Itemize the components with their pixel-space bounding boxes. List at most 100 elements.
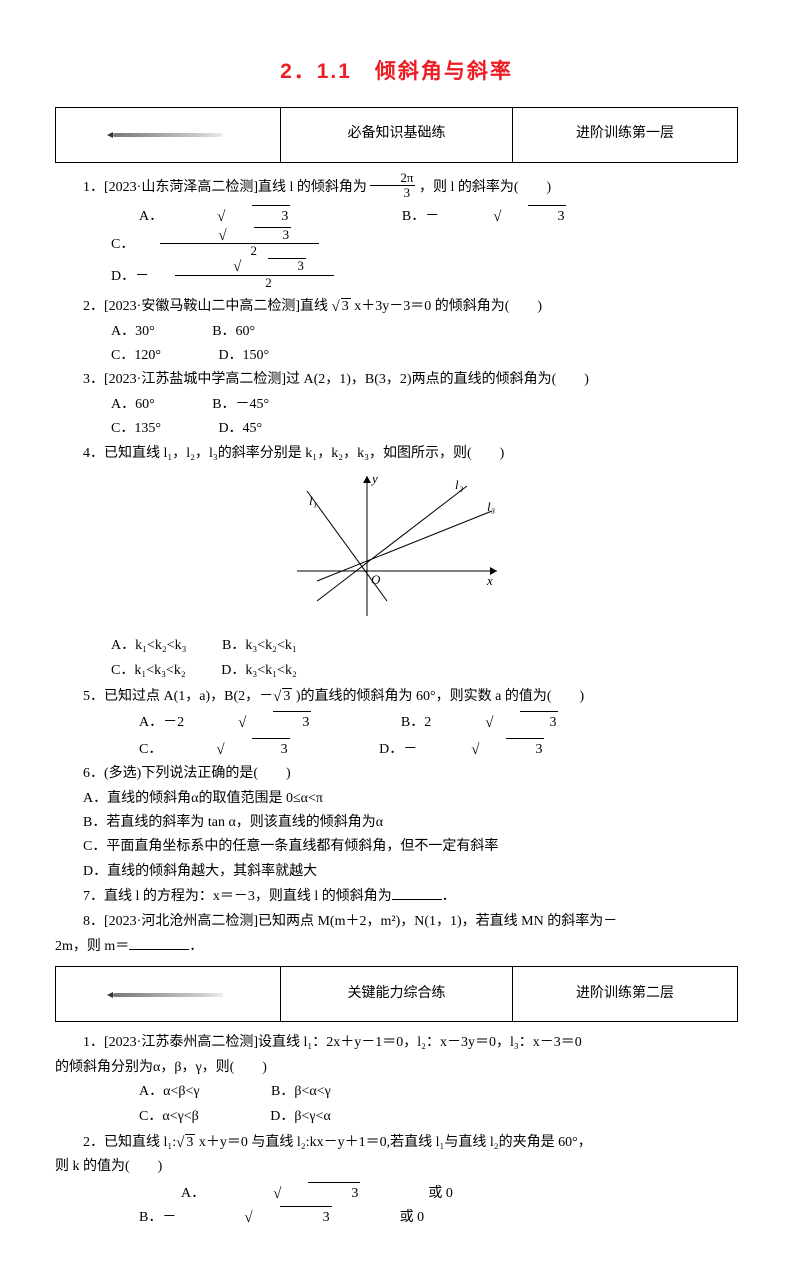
q5-a-pre: A．－2: [111, 712, 184, 734]
q4-opt-d: D．k₃<k₁<k₂: [193, 660, 297, 682]
p1-opt-d: D．β<γ<α: [228, 1106, 331, 1128]
q8-l2-pre: 2m，则 m＝: [55, 939, 129, 954]
question-3: 3．[2023·江苏盐城中学高二检测]过 A(2，1)，B(3，2)两点的直线的…: [55, 369, 738, 391]
p2-mid: x＋y＝0 与直线 l₂:kx－y＋1＝0,若直线 l₁与直线 l₂的夹角是 6…: [195, 1135, 591, 1150]
p1-options-2: C．α<γ<β D．β<γ<α: [55, 1106, 738, 1128]
q1-d-num: 3: [268, 258, 306, 273]
radical-icon: √: [332, 299, 340, 315]
q1-d-frac: √32: [175, 258, 360, 290]
q2-options-2: C．120° D．150°: [55, 345, 738, 367]
question-1: 1．[2023·山东菏泽高二检测]直线 l 的倾斜角为 2π 3 ，则 l 的斜…: [55, 173, 738, 203]
question-8-line2: 2m，则 m＝ ．: [55, 935, 738, 958]
radical-icon: √: [465, 205, 501, 229]
q1-pre: 1．[2023·山东菏泽高二检测]直线 l 的倾斜角为: [83, 180, 367, 195]
radical-icon: √: [189, 205, 225, 229]
p1-opt-c: C．α<γ<β: [97, 1106, 199, 1128]
bar1-left: [56, 107, 281, 162]
q4-opt-c: C．k₁<k₃<k₂: [83, 660, 186, 682]
q3-opt-a: A．60°: [83, 394, 155, 416]
p1-opt-a: A．α<β<γ: [97, 1081, 200, 1103]
x-label: x: [486, 573, 493, 588]
q3-options-2: C．135° D．45°: [55, 418, 738, 440]
question-7: 7．直线 l 的方程为：x＝－3，则直线 l 的倾斜角为．: [55, 885, 738, 908]
y-label: y: [370, 471, 378, 486]
pencil-icon: [113, 133, 223, 137]
bar1-mid: 必备知识基础练: [281, 107, 513, 162]
p2-rad: 3: [185, 1134, 195, 1150]
q5-c-val: 3: [252, 738, 290, 761]
q3-opt-d: D．45°: [190, 418, 262, 440]
q4-opt-b: B．k₃<k₂<k₁: [194, 635, 297, 657]
q2-options-1: A．30° B．60°: [55, 321, 738, 343]
q5-options-1: A．－2 √ 3 B．2 √ 3: [55, 710, 738, 734]
q6-opt-c: C．平面直角坐标系中的任意一条直线都有倾斜角，但不一定有斜率: [55, 836, 738, 858]
q2-opt-a: A．30°: [83, 321, 155, 343]
p2-pre: 2．已知直线 l₁:: [83, 1135, 176, 1150]
q1-a-pre: A．: [111, 206, 163, 228]
q5-opt-a: A．－2 √ 3: [83, 710, 337, 734]
q5-d-pre: D．－: [351, 739, 417, 761]
q1-opt-b: B．－√3: [346, 204, 593, 228]
q6-opt-d: D．直线的倾斜角越大，其斜率就越大: [55, 861, 738, 883]
q5-c-pre: C．: [111, 739, 162, 761]
question-2: 2．[2023·安徽马鞍山二中高二检测]直线 √3 x＋3y－3＝0 的倾斜角为…: [55, 294, 738, 318]
q4-options-2: C．k₁<k₃<k₂ D．k₃<k₁<k₂: [55, 660, 738, 682]
y-arrow-icon: [363, 476, 371, 483]
q5-b-val: 3: [520, 711, 558, 734]
q1-frac: 2π 3: [370, 171, 415, 201]
q2-post: x＋3y－3＝0 的倾斜角为( ): [351, 299, 542, 314]
p2-opt-a: A．√3或 0: [97, 1181, 479, 1205]
q7-post: ．: [442, 889, 456, 904]
radical-icon: √: [457, 711, 493, 735]
problem-2-line1: 2．已知直线 l₁:√3 x＋y＝0 与直线 l₂:kx－y＋1＝0,若直线 l…: [55, 1130, 738, 1154]
q2-opt-b: B．60°: [184, 321, 255, 343]
q3-opt-b: B．－45°: [184, 394, 269, 416]
p2-b-post: 或 0: [358, 1207, 425, 1229]
p2-a-pre: A．: [139, 1183, 205, 1205]
q2-pre: 2．[2023·安徽马鞍山二中高二检测]直线: [83, 299, 332, 314]
problem-1-line2: 的倾斜角分别为α，β，γ，则( ): [55, 1057, 738, 1079]
p2-opt-b: B．－√3或 0: [55, 1205, 450, 1229]
q1-d-den: 2: [175, 276, 334, 290]
q3-opt-c: C．135°: [83, 418, 161, 440]
origin-label: O: [371, 572, 381, 587]
radical-icon: √: [443, 738, 479, 762]
problem-1-line1: 1．[2023·江苏泰州高二检测]设直线 l₁：2x＋y－1＝0，l₂：x－3y…: [55, 1032, 738, 1054]
q5-b-pre: B．2: [373, 712, 431, 734]
question-4: 4．已知直线 l₁，l₂，l₃的斜率分别是 k₁，k₂，k₃，如图所示，则( ): [55, 443, 738, 465]
section-bar-1: 必备知识基础练 进阶训练第一层: [55, 107, 738, 163]
q4-svg: y x O l₁ l₂ l₃: [287, 471, 507, 621]
section-bar-2: 关键能力综合练 进阶训练第二层: [55, 966, 738, 1022]
p2-b-val: 3: [280, 1206, 332, 1229]
q1-opt-d: D．－ √32: [55, 260, 386, 292]
q5-opt-d: D．－√3: [323, 737, 570, 761]
q2-rad: 3: [341, 298, 351, 314]
p2-a-val: 3: [308, 1182, 360, 1205]
page-title: 2．1.1 倾斜角与斜率: [55, 55, 738, 89]
q6-opt-b: B．若直线的斜率为 tan α，则该直线的倾斜角为α: [55, 812, 738, 834]
q1-post: ，则 l 的斜率为( ): [419, 180, 551, 195]
l3-label: l₃: [487, 499, 495, 514]
q4-options-1: A．k₁<k₂<k₃ B．k₃<k₂<k₁: [55, 635, 738, 657]
q5-rad: 3: [282, 688, 292, 704]
p2-b-pre: B．－: [97, 1207, 176, 1229]
q5-pre: 5．已知过点 A(1，a)，B(2，－: [83, 689, 273, 704]
q5-post: )的直线的倾斜角为 60°，则实数 a 的值为( ): [292, 689, 584, 704]
q1-options: A．√3 B．－√3 C．√32 D．－√32: [55, 204, 738, 292]
question-5: 5．已知过点 A(1，a)，B(2，－√3 )的直线的倾斜角为 60°，则实数 …: [55, 684, 738, 708]
q4-figure: y x O l₁ l₂ l₃: [55, 471, 738, 629]
radical-icon: √: [210, 711, 246, 735]
q1-b-val: 3: [528, 205, 566, 228]
bar1-right: 进阶训练第一层: [512, 107, 737, 162]
q1-c-pre: C．: [83, 234, 134, 256]
blank-field: [129, 935, 189, 950]
q3-options-1: A．60° B．－45°: [55, 394, 738, 416]
q4-opt-a: A．k₁<k₂<k₃: [83, 635, 187, 657]
p1-opt-b: B．β<α<γ: [229, 1081, 331, 1103]
l1-label: l₁: [309, 493, 317, 508]
q8-l2-post: ．: [189, 939, 203, 954]
q5-a-val: 3: [273, 711, 311, 734]
radical-icon: √: [231, 1182, 281, 1206]
q5-opt-b: B．2 √ 3: [345, 710, 585, 734]
q1-d-pre: D．－: [83, 266, 149, 288]
